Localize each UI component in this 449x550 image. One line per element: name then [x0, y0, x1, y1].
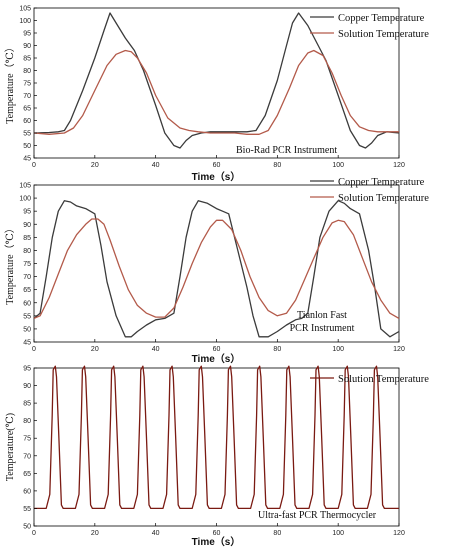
y-tick-label: 70 [23, 453, 31, 460]
x-axis-label: Time（s） [192, 352, 241, 365]
y-tick-label: 45 [23, 156, 31, 163]
series-lines [34, 365, 399, 510]
y-axis: 50 55 60 65 70 75 80 85 90 95 [23, 366, 37, 531]
y-tick-label: 75 [23, 261, 31, 268]
y-tick-label: 65 [23, 106, 31, 113]
legend: Solution Temperature [310, 374, 429, 385]
instrument-label: Ultra-fast PCR Thermocycler [258, 510, 377, 521]
x-axis: 0 20 40 60 80 100 120 [32, 155, 405, 169]
x-tick-label: 80 [273, 530, 281, 537]
y-tick-label: 95 [23, 366, 31, 373]
x-tick-label: 100 [332, 162, 344, 169]
chart-panel-bio-rad: 45 50 55 60 65 70 75 80 85 90 95 100 105 0 20 40 60 80 10… [4, 6, 429, 184]
y-tick-label: 70 [23, 93, 31, 100]
y-tick-label: 85 [23, 56, 31, 63]
x-tick-label: 20 [91, 162, 99, 169]
x-tick-label: 120 [393, 530, 405, 537]
y-tick-label: 95 [23, 209, 31, 216]
x-tick-label: 20 [91, 346, 99, 353]
y-tick-label: 60 [23, 488, 31, 495]
instrument-label-line-2: PCR Instrument [290, 323, 355, 334]
y-axis: 45 50 55 60 65 70 75 80 85 90 95 100 105 [19, 6, 37, 163]
x-tick-label: 40 [152, 346, 160, 353]
x-tick-label: 60 [213, 530, 221, 537]
y-tick-label: 90 [23, 222, 31, 229]
x-tick-label: 120 [393, 346, 405, 353]
series-lines [33, 12, 400, 149]
y-tick-label: 75 [23, 436, 31, 443]
y-tick-label: 105 [19, 183, 31, 190]
y-tick-label: 100 [19, 196, 31, 203]
y-tick-label: 55 [23, 313, 31, 320]
x-axis-label: Time（s） [192, 535, 241, 548]
chart-panel-tianlon: 45 50 55 60 65 70 75 80 85 90 95 100 105 0 20 40 60 80 10… [4, 177, 429, 365]
y-axis-label: Temperature（℃） [4, 223, 16, 305]
y-axis-label: Temperature（℃） [4, 42, 16, 124]
x-tick-label: 40 [152, 530, 160, 537]
series-line-copper [33, 200, 400, 338]
y-tick-label: 50 [23, 143, 31, 150]
legend-label-solution: Solution Temperature [338, 29, 429, 40]
y-tick-label: 80 [23, 248, 31, 255]
legend-label-solution: Solution Temperature [338, 193, 429, 204]
legend-label-solution: Solution Temperature [338, 374, 429, 385]
x-tick-label: 0 [32, 530, 36, 537]
x-tick-label: 60 [213, 162, 221, 169]
y-tick-label: 55 [23, 131, 31, 138]
legend: Copper Temperature Solution Temperature [310, 177, 429, 204]
y-tick-label: 60 [23, 300, 31, 307]
legend: Copper Temperature Solution Temperature [310, 13, 429, 40]
y-tick-label: 80 [23, 68, 31, 75]
x-tick-label: 120 [393, 162, 405, 169]
x-axis: 0 20 40 60 80 100 120 [32, 339, 405, 353]
y-tick-label: 85 [23, 401, 31, 408]
y-tick-label: 60 [23, 118, 31, 125]
y-tick-label: 65 [23, 471, 31, 478]
y-tick-label: 70 [23, 274, 31, 281]
x-tick-label: 100 [332, 530, 344, 537]
y-tick-label: 90 [23, 43, 31, 50]
legend-label-copper: Copper Temperature [338, 177, 425, 188]
x-axis: 0 20 40 60 80 100 120 [32, 523, 405, 537]
chart-panel-ultra-fast: 50 55 60 65 70 75 80 85 90 95 0 20 40 60 80 100 120 Tem… [5, 366, 429, 549]
x-tick-label: 100 [332, 346, 344, 353]
y-axis: 45 50 55 60 65 70 75 80 85 90 95 100 105 [19, 183, 37, 347]
y-tick-label: 65 [23, 287, 31, 294]
series-line-solution [33, 49, 399, 135]
instrument-label: Bio-Rad PCR Instrument [236, 145, 337, 156]
y-tick-label: 50 [23, 326, 31, 333]
y-tick-label: 55 [23, 506, 31, 513]
x-tick-label: 40 [152, 162, 160, 169]
y-tick-label: 85 [23, 235, 31, 242]
series-lines [33, 200, 400, 338]
y-axis-label: Temperature(℃) [5, 413, 16, 481]
y-tick-label: 50 [23, 524, 31, 531]
x-tick-label: 0 [32, 162, 36, 169]
x-tick-label: 0 [32, 346, 36, 353]
y-tick-label: 90 [23, 383, 31, 390]
x-axis-label: Time（s） [192, 170, 241, 183]
x-tick-label: 80 [273, 162, 281, 169]
instrument-label-line-1: Tianlon Fast [297, 310, 347, 321]
y-tick-label: 100 [19, 18, 31, 25]
x-tick-label: 80 [273, 346, 281, 353]
series-line-solution [33, 218, 400, 319]
x-tick-label: 20 [91, 530, 99, 537]
y-tick-label: 95 [23, 31, 31, 38]
y-tick-label: 105 [19, 6, 31, 13]
y-tick-label: 45 [23, 340, 31, 347]
y-tick-label: 80 [23, 418, 31, 425]
series-line-copper [33, 12, 400, 149]
y-tick-label: 75 [23, 81, 31, 88]
legend-label-copper: Copper Temperature [338, 13, 425, 24]
x-tick-label: 60 [213, 346, 221, 353]
series-line-solution [34, 365, 399, 510]
